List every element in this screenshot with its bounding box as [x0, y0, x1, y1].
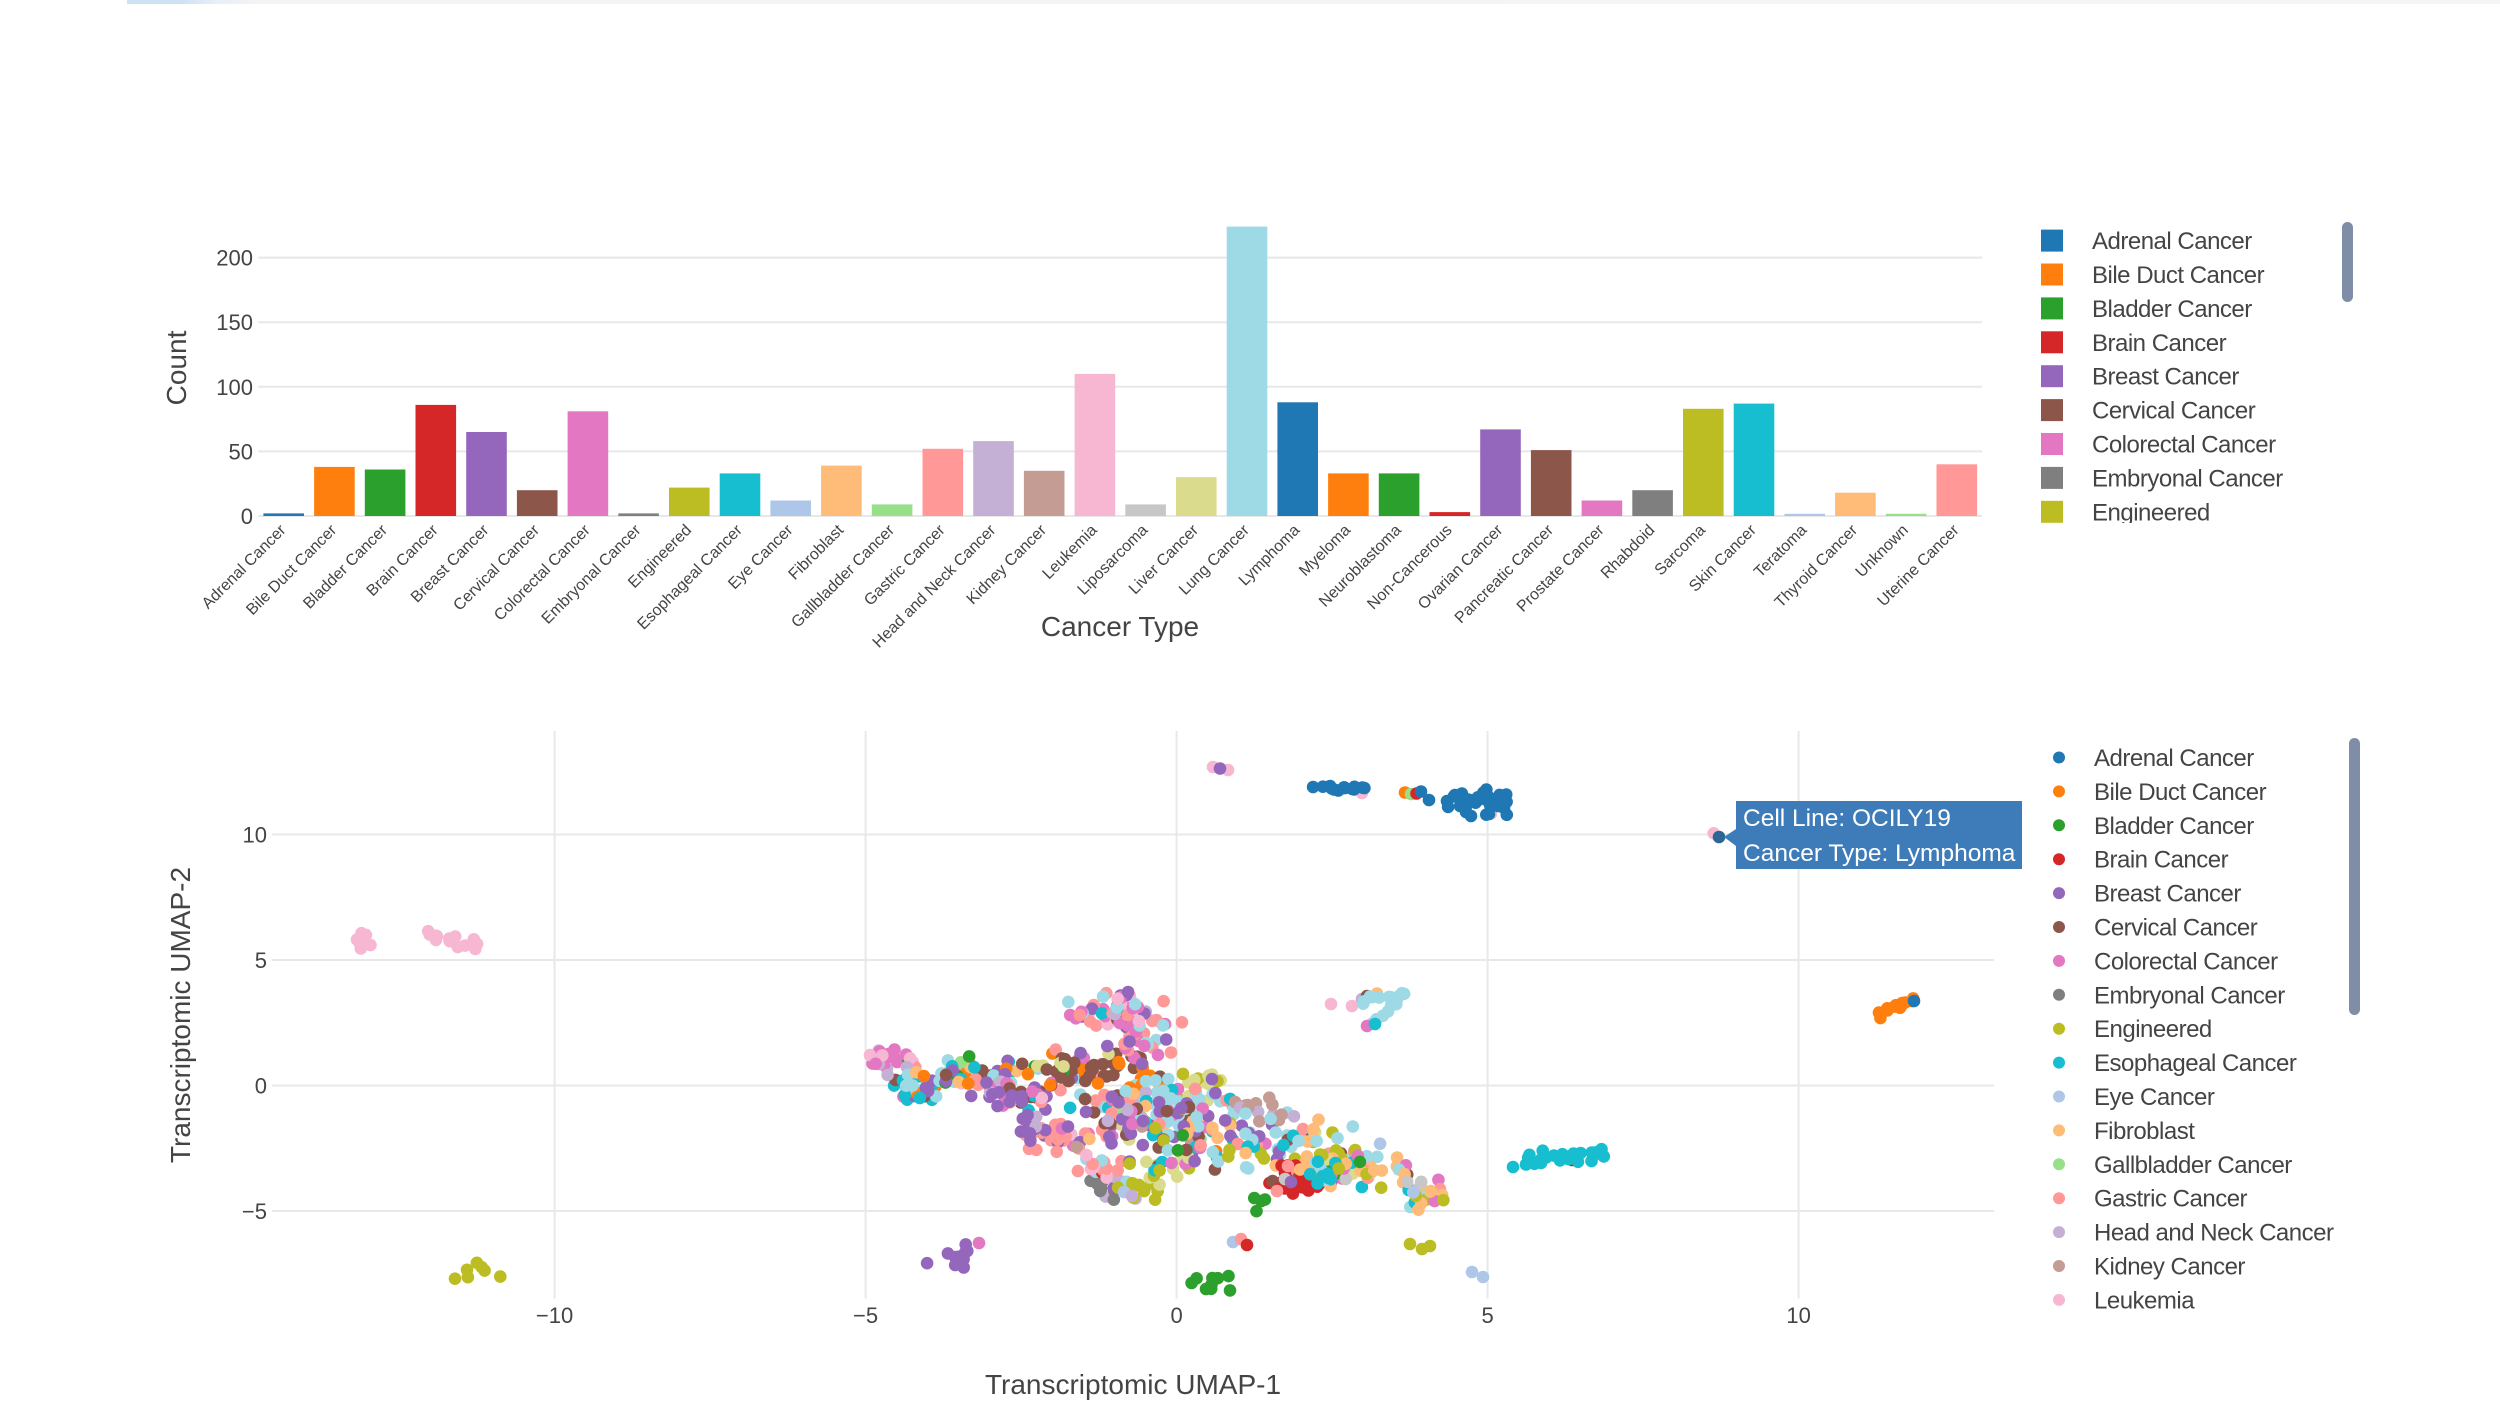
- svg-text:50: 50: [229, 439, 253, 464]
- svg-text:Rhabdoid: Rhabdoid: [1598, 522, 1658, 582]
- svg-text:−10: −10: [536, 1303, 573, 1328]
- svg-text:Ovarian Cancer: Ovarian Cancer: [1415, 521, 1507, 613]
- svg-text:Adrenal Cancer: Adrenal Cancer: [2094, 745, 2254, 772]
- svg-text:Bile Duct Cancer: Bile Duct Cancer: [243, 521, 340, 618]
- svg-text:Colorectal Cancer: Colorectal Cancer: [491, 521, 594, 624]
- svg-text:Cervical Cancer: Cervical Cancer: [2094, 915, 2258, 942]
- svg-text:Eye Cancer: Eye Cancer: [2094, 1084, 2215, 1111]
- svg-text:Bile Duct Cancer: Bile Duct Cancer: [2094, 779, 2267, 806]
- svg-text:Cervical Cancer: Cervical Cancer: [450, 521, 543, 614]
- svg-text:Kidney Cancer: Kidney Cancer: [2094, 1254, 2245, 1281]
- svg-text:Leukemia: Leukemia: [2094, 1287, 2195, 1314]
- svg-text:0: 0: [241, 504, 253, 529]
- svg-text:−5: −5: [853, 1303, 878, 1328]
- svg-text:Adrenal Cancer: Adrenal Cancer: [199, 521, 290, 612]
- svg-text:Engineered: Engineered: [2094, 1016, 2212, 1043]
- svg-text:Esophageal Cancer: Esophageal Cancer: [2092, 533, 2295, 560]
- svg-text:Embryonal Cancer: Embryonal Cancer: [2094, 982, 2285, 1009]
- svg-text:Embryonal Cancer: Embryonal Cancer: [539, 521, 645, 627]
- svg-text:Liposarcoma: Liposarcoma: [2094, 1321, 2227, 1348]
- svg-text:Count: Count: [161, 330, 192, 405]
- svg-text:Colorectal Cancer: Colorectal Cancer: [2094, 948, 2278, 975]
- svg-text:100: 100: [216, 375, 253, 400]
- svg-text:0: 0: [1170, 1303, 1182, 1328]
- svg-text:Esophageal Cancer: Esophageal Cancer: [2094, 1050, 2297, 1077]
- svg-text:Fibroblast: Fibroblast: [2094, 1118, 2195, 1145]
- svg-text:Cancer Type: Lymphoma: Cancer Type: Lymphoma: [1743, 840, 2016, 867]
- svg-text:Bile Duct Cancer: Bile Duct Cancer: [2092, 262, 2265, 289]
- svg-text:200: 200: [216, 246, 253, 271]
- svg-text:Transcriptomic UMAP-2: Transcriptomic UMAP-2: [165, 867, 196, 1163]
- svg-text:5: 5: [1481, 1303, 1493, 1328]
- svg-text:Gastric Cancer: Gastric Cancer: [2094, 1186, 2248, 1213]
- svg-text:150: 150: [216, 310, 253, 335]
- svg-text:Embryonal Cancer: Embryonal Cancer: [2092, 465, 2283, 492]
- svg-text:Brain Cancer: Brain Cancer: [2092, 330, 2227, 357]
- svg-text:Cervical Cancer: Cervical Cancer: [2092, 398, 2256, 425]
- svg-text:Brain Cancer: Brain Cancer: [2094, 847, 2229, 874]
- svg-text:5: 5: [255, 948, 267, 973]
- svg-text:Adrenal Cancer: Adrenal Cancer: [2092, 228, 2252, 255]
- svg-text:−5: −5: [242, 1199, 267, 1224]
- svg-text:Breast Cancer: Breast Cancer: [2094, 881, 2241, 908]
- svg-text:Bladder Cancer: Bladder Cancer: [2092, 296, 2252, 323]
- svg-text:Gallbladder Cancer: Gallbladder Cancer: [2094, 1152, 2292, 1179]
- svg-text:Pancreatic Cancer: Pancreatic Cancer: [1452, 521, 1558, 627]
- svg-text:Transcriptomic UMAP-1: Transcriptomic UMAP-1: [985, 1369, 1281, 1400]
- svg-text:Bladder Cancer: Bladder Cancer: [2094, 813, 2254, 840]
- svg-text:0: 0: [255, 1074, 267, 1099]
- svg-text:Prostate Cancer: Prostate Cancer: [1514, 521, 1608, 615]
- svg-text:Cell Line: OCILY19: Cell Line: OCILY19: [1743, 805, 1951, 832]
- svg-text:Head and Neck Cancer: Head and Neck Cancer: [2094, 1220, 2334, 1247]
- svg-text:10: 10: [1786, 1303, 1810, 1328]
- svg-text:Cancer Type: Cancer Type: [1041, 611, 1199, 642]
- svg-text:10: 10: [243, 823, 267, 848]
- svg-text:Colorectal Cancer: Colorectal Cancer: [2092, 432, 2276, 459]
- svg-text:Breast Cancer: Breast Cancer: [2092, 364, 2239, 391]
- svg-text:Engineered: Engineered: [2092, 499, 2210, 526]
